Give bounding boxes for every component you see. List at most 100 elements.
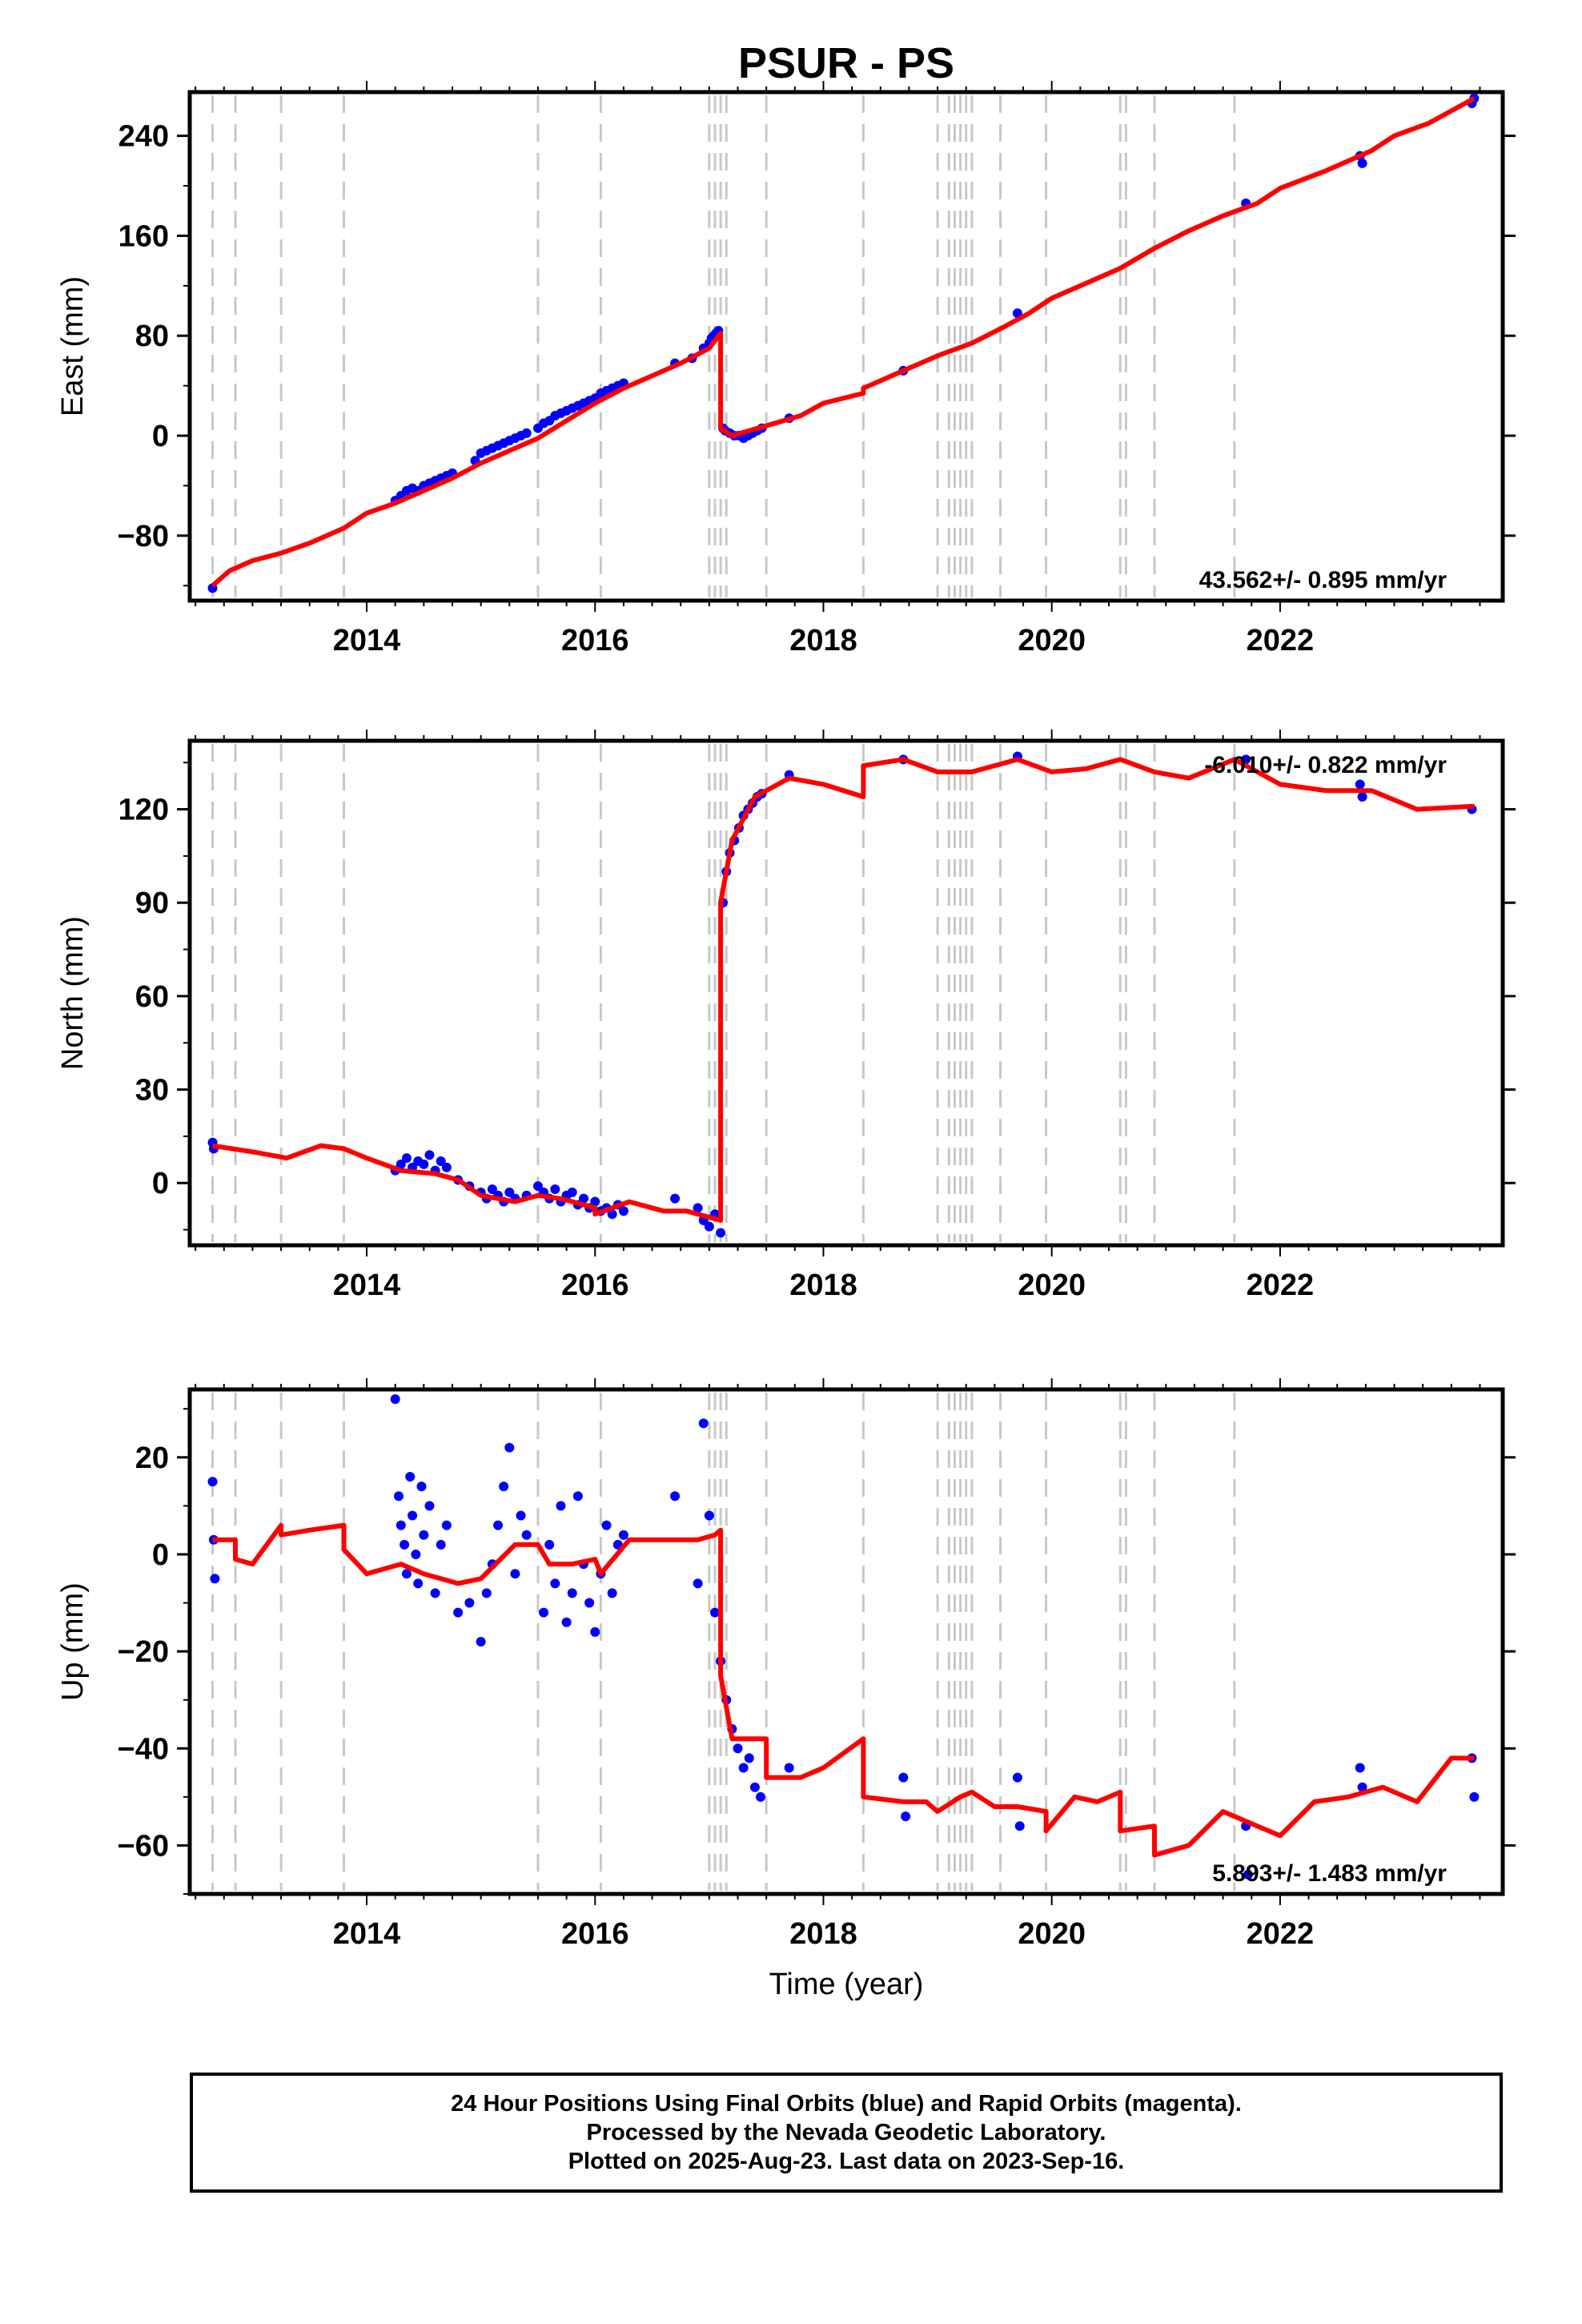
data-point [430, 1588, 440, 1598]
y-axis-title: East (mm) [56, 276, 90, 416]
rate-label: 5.893+/- 1.483 mm/yr [1212, 1860, 1447, 1887]
data-point [413, 1578, 424, 1589]
y-tick-label: 120 [118, 794, 169, 827]
data-point [670, 1193, 681, 1204]
x-tick-label: 2018 [789, 1917, 857, 1951]
x-tick-label: 2020 [1018, 1269, 1086, 1302]
y-tick-label: 0 [152, 420, 169, 453]
data-point [401, 1153, 412, 1164]
x-tick-label: 2014 [333, 1917, 401, 1951]
data-point [521, 1530, 532, 1540]
data-point [390, 1394, 400, 1405]
data-point [532, 1181, 543, 1192]
data-point [567, 1187, 577, 1197]
x-tick-label: 2018 [789, 624, 857, 657]
data-point [556, 1501, 566, 1511]
data-point [393, 1491, 404, 1502]
data-point [1355, 779, 1365, 790]
data-point [698, 1418, 709, 1429]
data-point [405, 1472, 416, 1482]
panel-frame [187, 90, 1505, 603]
x-tick-label: 2018 [789, 1269, 857, 1302]
rate-label: 43.562+/- 0.895 mm/yr [1199, 567, 1447, 593]
data-point [453, 1607, 464, 1618]
rate-label: -6.010+/- 0.822 mm/yr [1204, 752, 1447, 778]
data-point [756, 1791, 766, 1802]
data-point [493, 1520, 504, 1530]
model-line [212, 757, 1475, 1223]
data-point [784, 1763, 794, 1773]
model-line [211, 96, 1476, 588]
data-point [1012, 1772, 1022, 1783]
data-point [898, 1772, 909, 1783]
footer-caption-box: 24 Hour Positions Using Final Orbits (bl… [190, 2073, 1503, 2193]
y-tick-label: −40 [118, 1732, 169, 1766]
y-tick-label: 240 [118, 120, 169, 154]
data-point [516, 1510, 526, 1521]
data-point [210, 1574, 220, 1584]
y-tick-label: 60 [135, 980, 169, 1014]
data-point [504, 1442, 515, 1453]
data-point [561, 1617, 572, 1627]
data-point [1357, 792, 1367, 802]
data-point [710, 1607, 720, 1618]
data-point [544, 1539, 555, 1550]
y-axis-title: North (mm) [56, 916, 90, 1070]
data-point [419, 1530, 429, 1540]
x-tick-label: 2022 [1247, 624, 1315, 657]
panel-east: −80 0 80 160 240 2014 2016 2018 2020 2022 43.562+/… [56, 39, 1516, 657]
data-point [436, 1539, 446, 1550]
data-point [1243, 1869, 1253, 1880]
data-point [550, 1184, 560, 1194]
y-axis-title: Up (mm) [56, 1582, 90, 1701]
footer-line-plotted: Plotted on 2025-Aug-23. Last data on 202… [568, 2149, 1125, 2174]
x-tick-label: 2016 [561, 1269, 629, 1302]
data-point [539, 1607, 549, 1618]
data-point [738, 1763, 749, 1773]
data-point [510, 1569, 520, 1579]
y-tick-label: −20 [118, 1635, 169, 1669]
x-tick-label: 2014 [333, 624, 401, 657]
x-tick-label: 2016 [561, 624, 629, 657]
data-point [207, 1477, 218, 1487]
data-point [670, 1491, 681, 1502]
data-point [436, 1156, 446, 1166]
data-point [704, 1510, 714, 1521]
data-point [1355, 1763, 1365, 1773]
chart-title: PSUR - PS [738, 39, 954, 87]
footer-line-orbits: 24 Hour Positions Using Final Orbits (bl… [451, 2091, 1242, 2117]
data-point [1469, 1791, 1480, 1802]
panel-data [207, 751, 1477, 1238]
y-tick-label: −80 [118, 520, 169, 553]
x-tick-label: 2014 [333, 1269, 401, 1302]
y-tick-label: 30 [135, 1074, 169, 1108]
panel-data [207, 1394, 1480, 1880]
data-point [901, 1811, 911, 1822]
data-point [504, 1187, 515, 1197]
data-point [416, 1482, 427, 1492]
x-tick-label: 2022 [1247, 1917, 1315, 1951]
data-point [693, 1578, 703, 1589]
y-tick-label: 160 [118, 219, 169, 253]
data-point [1357, 1782, 1367, 1792]
data-point [590, 1626, 600, 1637]
data-point [464, 1598, 475, 1608]
data-point [607, 1209, 617, 1220]
panel-frame [187, 1387, 1505, 1896]
y-tick-label: 80 [135, 320, 169, 353]
panel-frame [187, 738, 1505, 1248]
data-point [704, 1221, 714, 1232]
data-point [424, 1501, 435, 1511]
footer-line-processed: Processed by the Nevada Geodetic Laborat… [586, 2120, 1106, 2145]
data-point [441, 1162, 452, 1172]
data-point [749, 1782, 760, 1792]
panel-data [207, 93, 1480, 593]
model-line [212, 1522, 1475, 1858]
data-point [424, 1150, 435, 1160]
data-point [396, 1520, 406, 1530]
x-tick-label: 2020 [1018, 624, 1086, 657]
x-tick-label: 2020 [1018, 1917, 1086, 1951]
data-point [408, 1510, 418, 1521]
x-axis-title: Time (year) [769, 1968, 924, 2001]
